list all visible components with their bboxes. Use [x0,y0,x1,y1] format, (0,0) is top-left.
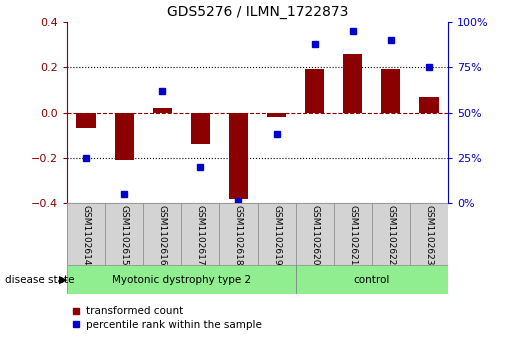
Text: GSM1102619: GSM1102619 [272,205,281,266]
Text: GSM1102622: GSM1102622 [386,205,396,265]
Bar [344,54,363,113]
Bar [305,69,324,113]
Bar [267,113,286,117]
Bar [67,203,105,265]
Bar [67,265,296,294]
Bar [258,203,296,265]
Bar [219,203,258,265]
Text: GSM1102621: GSM1102621 [348,205,357,266]
Bar [191,113,210,144]
Text: disease state: disease state [5,274,75,285]
Text: ▶: ▶ [59,274,68,285]
Bar [143,203,181,265]
Bar [229,113,248,199]
Bar [181,203,219,265]
Text: GSM1102618: GSM1102618 [234,205,243,266]
Bar [334,203,372,265]
Text: GSM1102614: GSM1102614 [81,205,91,266]
Legend: transformed count, percentile rank within the sample: transformed count, percentile rank withi… [72,306,262,330]
Bar [153,108,172,113]
Text: Myotonic dystrophy type 2: Myotonic dystrophy type 2 [112,274,251,285]
Text: GSM1102616: GSM1102616 [158,205,167,266]
Text: GSM1102623: GSM1102623 [424,205,434,266]
Bar [372,203,410,265]
Bar [419,97,439,113]
Text: control: control [354,274,390,285]
Bar [105,203,143,265]
Text: GSM1102620: GSM1102620 [310,205,319,266]
Bar [296,203,334,265]
Bar [76,113,96,129]
Bar [296,265,448,294]
Text: GSM1102617: GSM1102617 [196,205,205,266]
Bar [114,113,134,160]
Bar [382,69,401,113]
Bar [410,203,448,265]
Text: GSM1102615: GSM1102615 [119,205,129,266]
Title: GDS5276 / ILMN_1722873: GDS5276 / ILMN_1722873 [167,5,348,19]
